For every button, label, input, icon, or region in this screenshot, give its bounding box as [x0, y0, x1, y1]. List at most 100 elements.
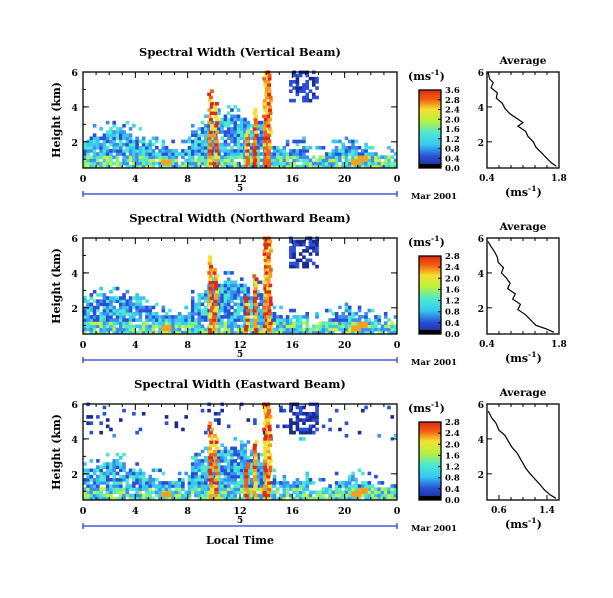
heatmap-cell — [204, 493, 208, 498]
heatmap-cell — [115, 471, 120, 476]
heatmap-cell — [236, 484, 241, 488]
heatmap-cell — [256, 477, 260, 482]
convective-cell — [244, 133, 249, 137]
heatmap-cell — [86, 481, 90, 485]
heatmap-cell — [187, 481, 192, 485]
heatmap-cell — [275, 481, 280, 485]
heatmap-cell — [325, 152, 329, 156]
convective-cell — [263, 465, 268, 469]
heatmap-cell — [226, 477, 231, 482]
heatmap-cell — [347, 318, 352, 322]
heatmap-cell — [240, 318, 244, 322]
heatmap-cell — [223, 158, 228, 163]
heatmap-cell — [148, 330, 153, 335]
heatmap-cell — [246, 484, 251, 488]
heatmap-cell — [233, 136, 238, 141]
heatmap-cell — [220, 481, 224, 485]
heatmap-cell — [302, 89, 306, 93]
heatmap-cell — [331, 318, 336, 322]
heatmap-cell — [311, 324, 316, 329]
heatmap-cell — [393, 327, 398, 332]
heatmap-cell — [132, 145, 136, 150]
heatmap-cell — [377, 321, 381, 325]
heatmap-cell — [109, 139, 113, 144]
heatmap-cell — [138, 299, 143, 303]
heatmap-cell — [298, 484, 303, 488]
heatmap-cell — [125, 149, 130, 153]
heatmap-cell — [135, 490, 139, 495]
heatmap-cell — [344, 164, 349, 169]
heatmap-cell — [341, 327, 345, 332]
heatmap-cell — [272, 330, 277, 335]
heatmap-cell — [275, 145, 280, 150]
heatmap-cell — [148, 152, 153, 156]
heatmap-cell — [305, 481, 310, 485]
colorbar-zero-band — [419, 496, 441, 500]
heatmap-cell — [354, 149, 359, 153]
convective-cell — [208, 158, 213, 163]
heatmap-cell — [370, 158, 375, 163]
heatmap-cell — [334, 408, 339, 413]
convective-cell — [254, 120, 259, 125]
heatmap-cell — [220, 145, 224, 150]
convective-cell — [253, 452, 258, 457]
heatmap-cell — [295, 321, 300, 325]
heatmap-cell — [223, 142, 228, 147]
convective-cell — [263, 108, 268, 112]
heatmap-cell — [220, 484, 224, 488]
heatmap-cell — [315, 324, 319, 329]
heatmap-cell — [387, 330, 391, 335]
heatmap-cell — [223, 299, 228, 303]
heatmap-cell — [256, 455, 260, 460]
heatmap-cell — [220, 283, 224, 288]
heatmap-cell — [138, 474, 143, 479]
heatmap-cell — [217, 490, 221, 495]
heatmap-cell — [190, 465, 195, 469]
heatmap-cell — [105, 487, 110, 491]
heatmap-cell — [243, 490, 247, 495]
convective-cell — [267, 133, 272, 137]
x-tick-label: 20 — [338, 174, 352, 185]
heatmap-cell — [151, 318, 156, 322]
heatmap-cell — [145, 311, 149, 316]
heatmap-cell — [292, 255, 296, 259]
convective-cell — [208, 130, 213, 134]
heatmap-cell — [256, 452, 260, 457]
heatmap-cell — [83, 161, 87, 166]
heatmap-cell — [243, 459, 247, 463]
convective-cell — [252, 321, 257, 325]
heatmap-cell — [122, 477, 126, 482]
heatmap-cell — [226, 481, 231, 485]
heatmap-cell — [272, 161, 277, 166]
heatmap-cell — [168, 308, 172, 313]
heatmap-cell — [190, 455, 195, 460]
heatmap-cell — [361, 493, 365, 498]
heatmap-cell — [125, 487, 130, 491]
heatmap-cell — [112, 459, 117, 463]
heatmap-cell — [233, 311, 238, 316]
heatmap-cell — [230, 136, 234, 141]
heatmap-cell — [226, 283, 231, 288]
heatmap-cell — [302, 493, 306, 498]
heatmap-cell — [292, 327, 296, 332]
heatmap-cell — [387, 158, 391, 163]
convective-cell — [263, 139, 268, 144]
heatmap-cell — [240, 496, 244, 501]
heatmap-cell — [132, 330, 136, 335]
convective-cell — [208, 280, 213, 285]
heatmap-cell — [233, 142, 238, 147]
heatmap-cell — [86, 161, 90, 166]
heatmap-cell — [383, 311, 388, 316]
heatmap-cell — [357, 315, 362, 319]
heatmap-cell — [217, 321, 221, 325]
heatmap-cell — [161, 481, 166, 485]
heatmap-cell — [390, 487, 395, 491]
heatmap-cell — [328, 490, 332, 495]
heatmap-cell — [315, 427, 319, 432]
convective-cell — [214, 155, 219, 159]
heatmap-cell — [125, 471, 130, 476]
heatmap-cell — [240, 487, 244, 491]
heatmap-cell — [200, 296, 205, 300]
heatmap-cell — [171, 315, 175, 319]
heatmap-cell — [122, 493, 126, 498]
